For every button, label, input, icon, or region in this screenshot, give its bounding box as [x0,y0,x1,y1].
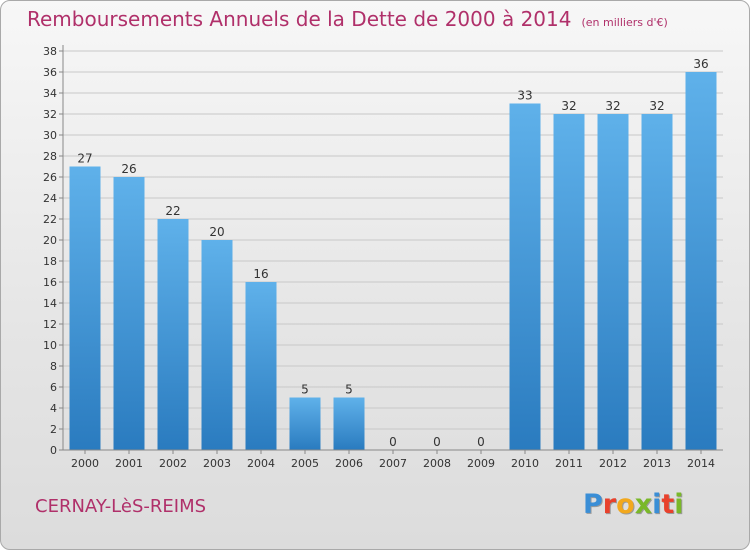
unit-note: (en milliers d'€) [581,16,668,29]
logo-letter: i [652,489,662,520]
data-label-2009: 0 [477,435,485,449]
y-tick-label: 12 [43,318,57,331]
y-tick-label: 0 [50,444,57,457]
logo-letter: P [583,489,603,520]
y-tick-label: 20 [43,234,57,247]
logo-letter: t [661,489,675,520]
bar-2004 [245,282,277,450]
y-tick-label: 6 [50,381,57,394]
axes [59,45,723,454]
y-tick-label: 16 [43,276,57,289]
y-tick-label: 14 [43,297,57,310]
y-tick-label: 28 [43,150,57,163]
x-tick-label-2001: 2001 [115,457,143,470]
y-tick-label: 18 [43,255,57,268]
y-tick-label: 8 [50,360,57,373]
logo-letter: x [634,489,653,520]
proxiti-logo: Proxiti [583,489,693,525]
data-label-2014: 36 [693,57,708,71]
bar-2011 [553,114,585,450]
logo-letter: r [602,489,617,520]
bar-2014 [685,72,717,450]
y-tick-label: 2 [50,423,57,436]
bar-2003 [201,240,233,450]
bar-2012 [597,114,629,450]
y-tick-label: 22 [43,213,57,226]
data-label-2000: 27 [77,152,92,166]
y-tick-label: 36 [43,66,57,79]
x-tick-label-2003: 2003 [203,457,231,470]
y-tick-label: 26 [43,171,57,184]
y-tick-label: 30 [43,129,57,142]
bar-2010 [509,103,541,450]
bar-2013 [641,114,673,450]
x-tick-label-2006: 2006 [335,457,363,470]
bar-2002 [157,219,189,450]
logo-letter: o [616,489,635,520]
bar-2006 [333,397,365,450]
data-label-2007: 0 [389,435,397,449]
data-label-2001: 26 [121,162,136,176]
data-label-2002: 22 [165,204,180,218]
x-tick-label-2012: 2012 [599,457,627,470]
x-tick-label-2002: 2002 [159,457,187,470]
bar-2000 [69,166,101,450]
data-label-2012: 32 [605,99,620,113]
chart-title: Remboursements Annuels de la Dette de 20… [27,7,668,31]
y-tick-label: 10 [43,339,57,352]
x-tick-label-2000: 2000 [71,457,99,470]
bar-2005 [289,397,321,450]
data-label-2010: 33 [517,89,532,103]
x-tick-label-2011: 2011 [555,457,583,470]
labels: 0246810121416182022242628303234363827200… [43,45,715,470]
bars [69,72,717,450]
y-tick-label: 32 [43,108,57,121]
commune-name: CERNAY-LèS-REIMS [35,496,207,517]
y-tick-label: 38 [43,45,57,58]
x-tick-label-2009: 2009 [467,457,495,470]
x-tick-label-2008: 2008 [423,457,451,470]
x-tick-label-2014: 2014 [687,457,715,470]
logo-letter: i [674,489,684,520]
y-tick-label: 4 [50,402,57,415]
data-label-2008: 0 [433,435,441,449]
data-label-2003: 20 [209,225,224,239]
data-label-2011: 32 [561,99,576,113]
x-tick-label-2013: 2013 [643,457,671,470]
x-tick-label-2010: 2010 [511,457,539,470]
x-tick-label-2007: 2007 [379,457,407,470]
data-label-2004: 16 [253,267,268,281]
data-label-2006: 5 [345,383,353,397]
data-label-2005: 5 [301,383,309,397]
bar-2001 [113,177,145,450]
x-tick-label-2004: 2004 [247,457,275,470]
y-tick-label: 24 [43,192,57,205]
title-text: Remboursements Annuels de la Dette de 20… [27,7,572,31]
data-label-2013: 32 [649,99,664,113]
y-tick-label: 34 [43,87,57,100]
x-tick-label-2005: 2005 [291,457,319,470]
